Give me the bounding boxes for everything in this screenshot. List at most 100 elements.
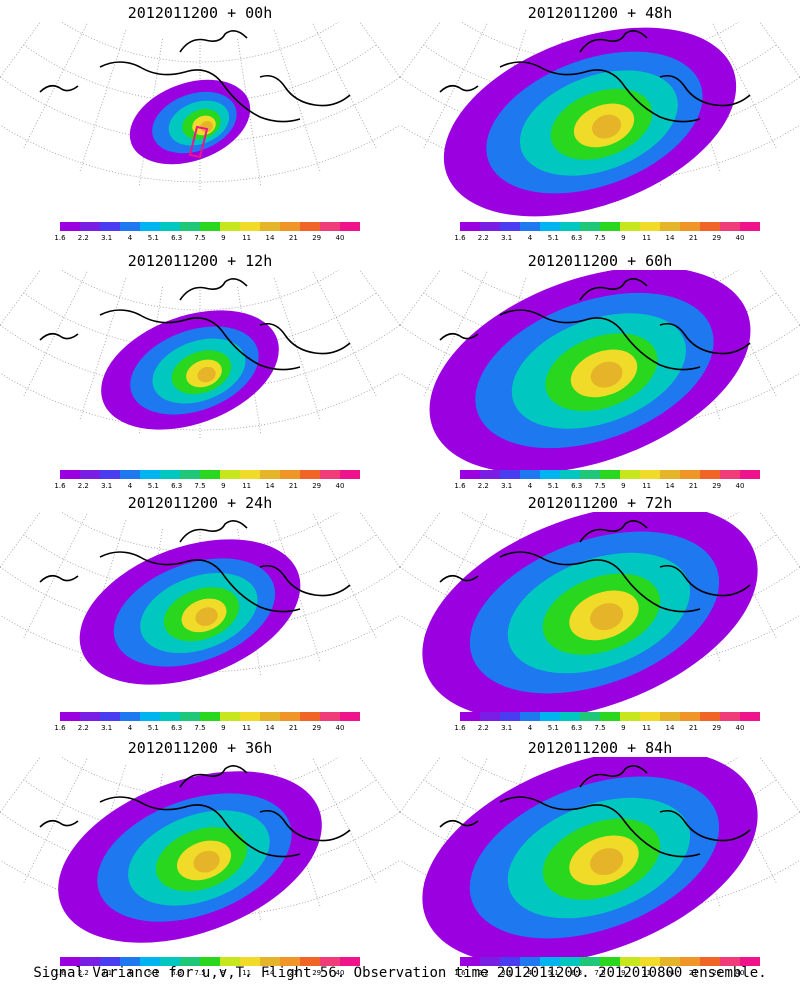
latitude-line xyxy=(0,614,400,673)
colorbar-tick-label: 29 xyxy=(712,482,722,490)
colorbar-swatch xyxy=(680,222,700,231)
colorbar-swatch xyxy=(100,957,120,966)
colorbar-tick-label: 4 xyxy=(527,482,533,490)
colorbar-tick-label: 6.3 xyxy=(571,724,583,732)
colorbar-swatch xyxy=(120,222,140,231)
colorbar-swatch xyxy=(80,712,100,721)
colorbar xyxy=(460,222,760,234)
meridian-line xyxy=(0,270,41,326)
colorbar-swatch xyxy=(580,222,600,231)
colorbar xyxy=(460,470,760,482)
colorbar-swatch xyxy=(180,470,200,479)
meridian-line xyxy=(237,38,262,188)
map-panel: 2012011200 + 60h 1.6 2.2 3.1 4 5.1 6.3 7.5 9 11 14… xyxy=(400,248,800,490)
colorbar-swatch xyxy=(300,957,320,966)
colorbar-tick-label: 29 xyxy=(312,234,322,242)
colorbar-tick-label: 3.1 xyxy=(501,724,513,732)
variance-contour xyxy=(193,850,220,873)
colorbar-swatch xyxy=(340,712,360,721)
colorbar-tick-label: 9 xyxy=(621,234,626,242)
latitude-line xyxy=(460,270,740,311)
colorbar-swatch xyxy=(200,222,220,231)
colorbar-swatch xyxy=(540,957,560,966)
colorbar-swatch xyxy=(220,957,240,966)
meridian-line xyxy=(711,22,778,150)
colorbar-swatch xyxy=(540,712,560,721)
colorbar-tick-label: 2.2 xyxy=(477,482,489,490)
variance-contour xyxy=(589,603,624,631)
variance-contour xyxy=(589,848,624,876)
colorbar-swatch xyxy=(700,957,720,966)
colorbar-swatch xyxy=(100,222,120,231)
colorbar-swatch xyxy=(740,957,760,966)
colorbar-tick-label: 40 xyxy=(335,234,345,242)
colorbar-swatch xyxy=(160,712,180,721)
latitude-line xyxy=(460,512,740,553)
colorbar-swatch xyxy=(300,712,320,721)
colorbar-swatch xyxy=(720,470,740,479)
meridian-line xyxy=(22,22,89,150)
colorbar-swatch xyxy=(160,957,180,966)
colorbar-tick-label: 4 xyxy=(127,234,133,242)
panel-title: 2012011200 + 24h xyxy=(127,494,273,512)
colorbar-swatch xyxy=(520,470,540,479)
panel-title: 2012011200 + 12h xyxy=(127,252,273,270)
map-panel: 2012011200 + 00h 1.6 2.2 3.1 4 5.1 6.3 7.5 9 11 14… xyxy=(0,0,400,242)
colorbar-tick-label: 7.5 xyxy=(194,482,206,490)
colorbar-swatch xyxy=(640,222,660,231)
colorbar-tick-label: 9 xyxy=(221,482,226,490)
colorbar-tick-label: 11 xyxy=(242,969,252,977)
meridian-line xyxy=(311,757,378,885)
colorbar-tick-label: 2.2 xyxy=(77,482,89,490)
figure-caption: Signal Variance for u,v,T. Flight 56. Ob… xyxy=(33,965,767,981)
colorbar-tick-label: 29 xyxy=(712,724,722,732)
meridian-line xyxy=(400,22,441,78)
colorbar-swatch xyxy=(600,470,620,479)
colorbar-tick-label: 40 xyxy=(735,482,745,490)
colorbar-tick-label: 21 xyxy=(688,724,698,732)
colorbar-tick-label: 3.1 xyxy=(101,969,113,977)
polar-map xyxy=(0,757,400,943)
colorbar-swatch xyxy=(240,712,260,721)
latitude-line xyxy=(0,859,400,918)
colorbar-swatch xyxy=(620,222,640,231)
meridian-line xyxy=(311,22,378,150)
colorbar-swatch xyxy=(80,470,100,479)
colorbar-swatch xyxy=(520,957,540,966)
colorbar-tick-label: 11 xyxy=(642,724,652,732)
colorbar-ticks: 1.6 2.2 3.1 4 5.1 6.3 7.5 9 11 14 21 29 40 xyxy=(52,724,372,734)
colorbar-swatch xyxy=(340,470,360,479)
colorbar-tick-label: 11 xyxy=(242,482,252,490)
colorbar-tick-label: 6.3 xyxy=(171,234,183,242)
colorbar-tick-label: 9 xyxy=(621,482,626,490)
colorbar-tick-label: 3.1 xyxy=(101,482,113,490)
coastline xyxy=(439,520,751,613)
colorbar-swatch xyxy=(600,712,620,721)
colorbar-swatch xyxy=(120,470,140,479)
colorbar-swatch xyxy=(60,222,80,231)
colorbar-tick-label: 7.5 xyxy=(594,234,606,242)
colorbar-tick-label: 4 xyxy=(127,969,133,977)
colorbar-tick-label: 6.3 xyxy=(171,482,183,490)
colorbar-swatch xyxy=(480,712,500,721)
colorbar-tick-label: 2.2 xyxy=(77,969,89,977)
latitude-line xyxy=(60,22,340,63)
colorbar-swatch xyxy=(500,957,520,966)
latitude-line xyxy=(0,124,400,183)
variance-contour xyxy=(592,114,622,139)
colorbar-tick-label: 6.3 xyxy=(571,482,583,490)
colorbar-swatch xyxy=(560,222,580,231)
colorbar-tick-label: 14 xyxy=(665,969,675,977)
colorbar-swatch xyxy=(240,222,260,231)
latitude-line xyxy=(60,270,340,311)
colorbar-tick-label: 5.1 xyxy=(547,482,559,490)
colorbar-swatch xyxy=(60,470,80,479)
coastline xyxy=(39,765,351,858)
colorbar-tick-label: 40 xyxy=(335,724,345,732)
meridian-line xyxy=(22,270,89,398)
latitude-line xyxy=(460,757,740,798)
colorbar-tick-label: 1.6 xyxy=(54,234,66,242)
meridian-line xyxy=(22,512,89,640)
colorbar-swatch xyxy=(260,712,280,721)
meridian-line xyxy=(22,757,89,885)
